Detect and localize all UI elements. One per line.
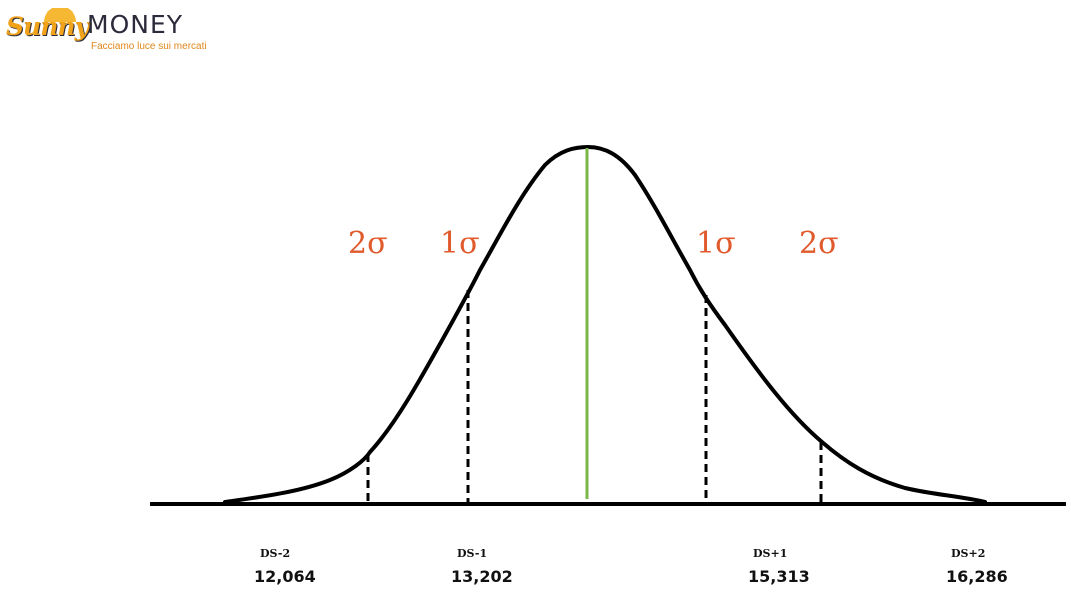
marker-value-ds-1: 13,202 [451, 567, 513, 586]
sigma-label-right-1: 1σ [696, 226, 736, 261]
marker-value-ds-2: 12,064 [254, 567, 316, 586]
logo-word-text: MONEY [87, 10, 184, 39]
sigma-label-left-1: 1σ [440, 226, 480, 261]
logo-tagline: Facciamo luce sui mercati [91, 41, 207, 52]
marker-name-ds-1: DS-1 [457, 547, 487, 560]
marker-value-ds+2: 16,286 [946, 567, 1008, 586]
sunny-money-logo: Sunny MONEY Facciamo luce sui mercati [4, 8, 207, 54]
sigma-label-left-2: 2σ [348, 226, 388, 261]
marker-value-ds+1: 15,313 [748, 567, 810, 586]
marker-name-ds+1: DS+1 [753, 547, 787, 560]
marker-name-ds+2: DS+2 [951, 547, 985, 560]
sigma-label-right-2: 2σ [799, 226, 839, 261]
logo-script-text: Sunny [6, 12, 89, 41]
marker-name-ds-2: DS-2 [260, 547, 290, 560]
sun-rays-icon [44, 8, 76, 22]
bell-curve [223, 144, 987, 504]
